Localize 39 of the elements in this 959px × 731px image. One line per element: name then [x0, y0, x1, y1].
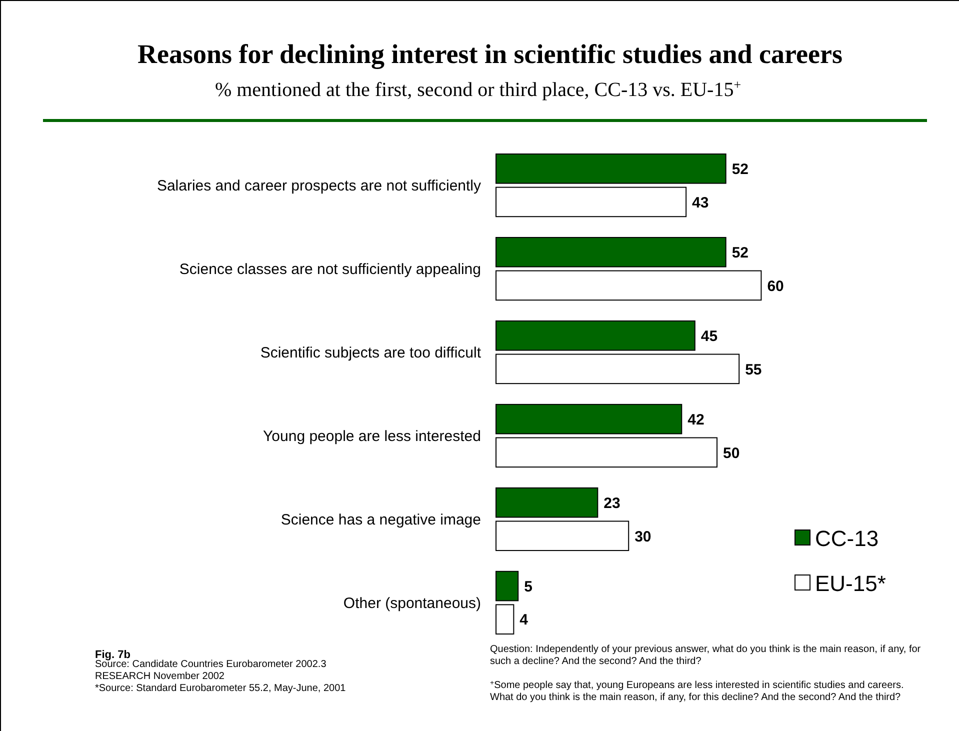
legend-label: CC-13: [815, 526, 879, 551]
data-label: 42: [688, 411, 704, 428]
chart-title: Reasons for declining interest in scientific studies and careers: [138, 39, 842, 69]
y-tick-label: Science classes are not sufficiently appealing: [179, 261, 481, 278]
data-label: 52: [732, 244, 749, 262]
bar: [496, 604, 514, 634]
bar: [496, 404, 682, 434]
caption: Fig. 7b: [95, 649, 131, 661]
y-tick-label: Scientific subjects are too difficult: [260, 344, 482, 362]
data-label: 43: [692, 194, 709, 212]
data-label: 45: [700, 328, 718, 346]
data-label: 60: [767, 278, 784, 295]
data-label: 30: [634, 528, 652, 546]
text: $^{+}$Some people say that, young Europeans are less interested in scientific studies and careers. What do you think is the main reason, if any, for this decline? And the second? And the third?: [490, 680, 904, 703]
bar: [496, 236, 726, 268]
bar: [496, 520, 630, 552]
data-label: 52: [732, 161, 749, 178]
bar: [496, 570, 519, 602]
bar: [496, 354, 740, 384]
bar: [496, 186, 687, 218]
annotation: Question: Independently of your previous answer, what do you think is the main reason, if any, for such a decline? And the second? And the third?: [490, 644, 922, 667]
y-tick-label: Salaries and career prospects are not sufficiently: [156, 178, 482, 195]
data-label: 55: [745, 361, 762, 378]
data-label: 4: [520, 612, 529, 629]
y-tick-label: Science has a negative image: [280, 512, 481, 529]
chart-subtitle: % mentioned at the first, second or third place, CC-13 vs. EU-15$^{+}$: [214, 76, 742, 101]
bar: [496, 270, 762, 301]
bar: [496, 487, 598, 518]
bar: [496, 437, 718, 468]
text: *Source: Standard Eurobarometer 55.2, May-June, 2001: [95, 683, 346, 694]
source-note: Source: Candidate Countries Eurobarometer 2002.3 RESEARCH November 2002: [95, 659, 327, 682]
data-label: 23: [604, 494, 620, 512]
bar: [496, 320, 696, 351]
bar: [496, 154, 726, 184]
data-label: 5: [524, 578, 532, 596]
data-label: 50: [723, 444, 740, 462]
y-tick-label: Young people are less interested: [263, 428, 481, 446]
y-tick-label: Other (spontaneous): [343, 595, 482, 612]
legend-label: EU-15*: [815, 570, 886, 596]
